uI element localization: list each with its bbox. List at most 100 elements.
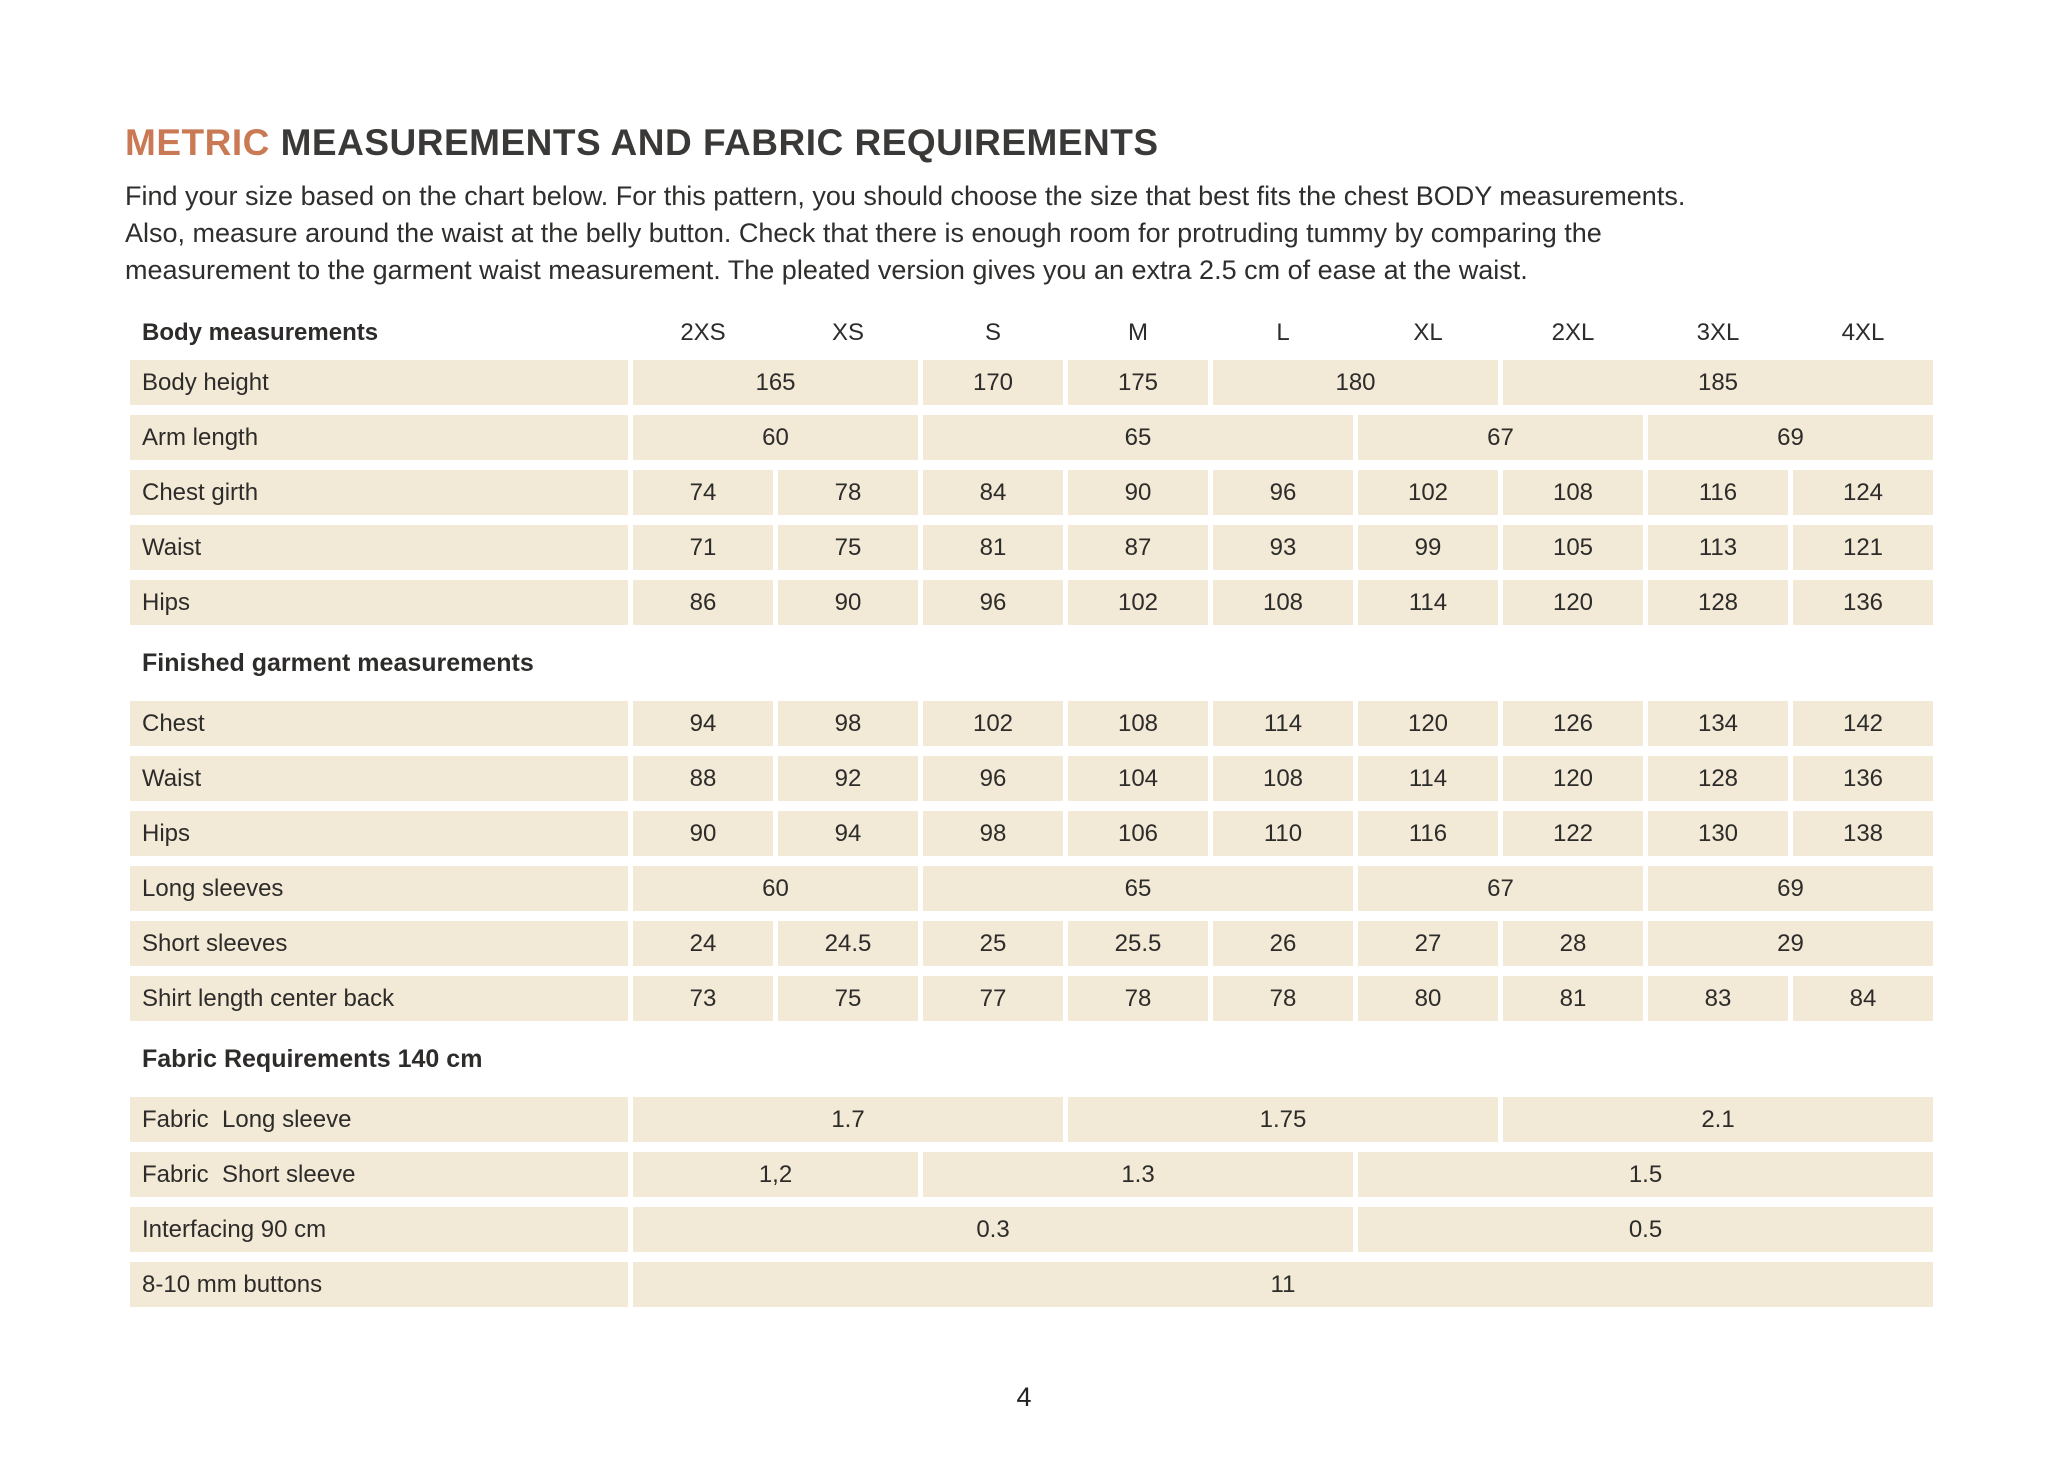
table-cell: 83 [1648,976,1788,1021]
table-cell: 108 [1503,470,1643,515]
intro-line: Find your size based on the chart below.… [125,181,1686,211]
section-header: Finished garment measurements [130,635,1933,691]
table-cell: 26 [1213,921,1353,966]
table-cell: 116 [1358,811,1498,856]
page-title: METRIC MEASUREMENTS AND FABRIC REQUIREME… [125,122,1935,164]
row-label: Short sleeves [130,921,628,966]
table-cell: 11 [633,1262,1933,1307]
table-cell: 102 [923,701,1063,746]
table-cell: 96 [923,580,1063,625]
table-cell: 114 [1213,701,1353,746]
row-label: Chest [130,701,628,746]
table-cell: 73 [633,976,773,1021]
table-cell: 104 [1068,756,1208,801]
size-column-header: XS [831,319,864,346]
table-cell: 130 [1648,811,1788,856]
table-cell: 116 [1648,470,1788,515]
table-cell: 142 [1793,701,1933,746]
row-label: Body height [130,360,628,405]
table-cell: 96 [1213,470,1353,515]
table-cell: 98 [923,811,1063,856]
table-cell: 1,2 [633,1152,918,1197]
table-cell: 94 [633,701,773,746]
table-cell: 106 [1068,811,1208,856]
table-cell: 120 [1358,701,1498,746]
table-cell: 124 [1793,470,1933,515]
row-label: Fabric Short sleeve [130,1152,628,1197]
table-cell: 1.75 [1068,1097,1498,1142]
table-cell: 108 [1213,756,1353,801]
size-column-header: 3XL [1696,319,1740,346]
table-cell: 108 [1068,701,1208,746]
table-cell: 67 [1358,415,1643,460]
row-label: Hips [130,580,628,625]
table-cell: 128 [1648,580,1788,625]
row-label: Arm length [130,415,628,460]
table-cell: 136 [1793,580,1933,625]
table-cell: 99 [1358,525,1498,570]
table-cell: 128 [1648,756,1788,801]
table-cell: 1.7 [633,1097,1063,1142]
table-cell: 122 [1503,811,1643,856]
table-cell: 165 [633,360,918,405]
table-cell: 110 [1213,811,1353,856]
table-cell: 114 [1358,756,1498,801]
page-title-rest: MEASUREMENTS AND FABRIC REQUIREMENTS [269,122,1159,163]
table-cell: 94 [778,811,918,856]
row-label: Hips [130,811,628,856]
size-column-header: 2XL [1551,319,1595,346]
table-cell: 120 [1503,756,1643,801]
table-cell: 29 [1648,921,1933,966]
table-cell: 24.5 [778,921,918,966]
table-cell: 170 [923,360,1063,405]
table-cell: 84 [1793,976,1933,1021]
table-cell: 69 [1648,866,1933,911]
table-cell: 121 [1793,525,1933,570]
row-label: 8-10 mm buttons [130,1262,628,1307]
table-cell: 98 [778,701,918,746]
table-cell: 81 [1503,976,1643,1021]
page-content: METRIC MEASUREMENTS AND FABRIC REQUIREME… [125,122,1935,289]
table-cell: 0.5 [1358,1207,1933,1252]
table-cell: 65 [923,415,1353,460]
intro-line: measurement to the garment waist measure… [125,255,1528,285]
table-cell: 74 [633,470,773,515]
size-column-header: 2XS [680,319,726,346]
table-cell: 1.5 [1358,1152,1933,1197]
table-cell: 87 [1068,525,1208,570]
page-title-accent: METRIC [125,122,270,163]
row-label: Long sleeves [130,866,628,911]
table-cell: 93 [1213,525,1353,570]
table-cell: 69 [1648,415,1933,460]
table-cell: 175 [1068,360,1208,405]
intro-line: Also, measure around the waist at the be… [125,218,1602,248]
table-cell: 80 [1358,976,1498,1021]
table-cell: 78 [1068,976,1208,1021]
table-cell: 96 [923,756,1063,801]
table-cell: 27 [1358,921,1498,966]
intro-paragraph: Find your size based on the chart below.… [125,178,1935,289]
page-number: 4 [1016,1382,1032,1412]
table-cell: 88 [633,756,773,801]
size-column-header: 4XL [1841,319,1885,346]
table-cell: 84 [923,470,1063,515]
table-cell: 25.5 [1068,921,1208,966]
size-column-header: M [1128,319,1148,346]
table-cell: 1.3 [923,1152,1353,1197]
table-header-label: Body measurements [142,319,379,346]
table-cell: 108 [1213,580,1353,625]
table-cell: 78 [1213,976,1353,1021]
table-cell: 92 [778,756,918,801]
table-cell: 90 [633,811,773,856]
size-column-header: L [1276,319,1290,346]
table-cell: 185 [1503,360,1933,405]
table-cell: 75 [778,525,918,570]
table-cell: 102 [1068,580,1208,625]
table-cell: 71 [633,525,773,570]
size-column-header: XL [1413,319,1443,346]
table-cell: 67 [1358,866,1643,911]
table-cell: 28 [1503,921,1643,966]
table-cell: 180 [1213,360,1498,405]
table-cell: 90 [1068,470,1208,515]
